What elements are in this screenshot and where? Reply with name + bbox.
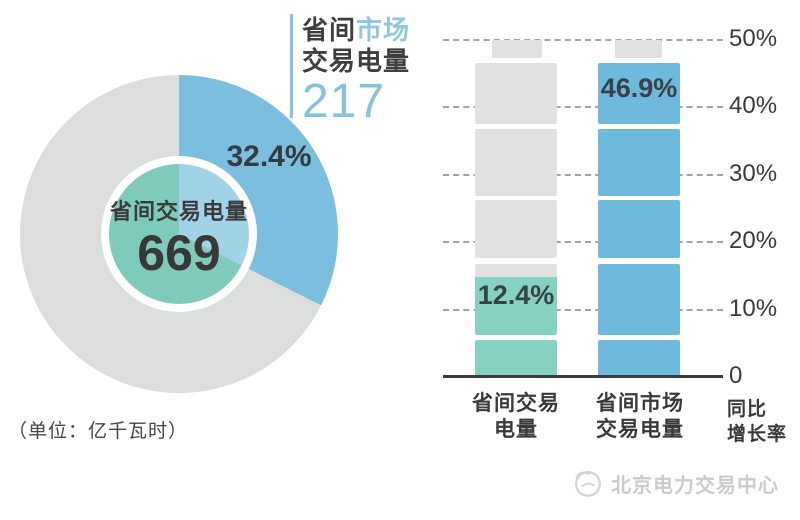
- bar-segment-province: [475, 129, 557, 196]
- category-label-right-line2: 交易电量: [596, 418, 684, 441]
- donut-inner-disc: 省间交易电量 669: [109, 164, 249, 304]
- y-tick-label: 40%: [729, 92, 778, 120]
- bar-value-label-left: 12.4%: [477, 280, 555, 310]
- category-label-left-line1: 省间交易: [472, 392, 560, 415]
- watermark: 北京电力交易中心: [570, 466, 779, 500]
- gridline: [443, 39, 723, 41]
- bar-value-label-right: 46.9%: [600, 73, 678, 103]
- y-tick-label: 20%: [729, 227, 778, 255]
- gridline: [443, 241, 723, 244]
- growth-rate-axis-label-line1: 同比: [727, 399, 768, 420]
- callout-line: [290, 14, 293, 118]
- y-tick-label: 50%: [729, 24, 778, 52]
- gridline: [443, 106, 723, 109]
- gridline: [443, 173, 723, 176]
- callout-title-prefix: 省间: [302, 15, 357, 45]
- donut-chart: 省间交易电量 669: [20, 75, 338, 393]
- bar-segment-market: [598, 340, 680, 377]
- y-tick-label: 0: [729, 361, 743, 389]
- donut-center-value: 669: [137, 225, 221, 281]
- y-tick-label: 30%: [729, 159, 778, 187]
- y-tick-label: 10%: [729, 294, 778, 322]
- category-label-right: 省间市场 交易电量: [570, 391, 710, 443]
- category-label-right-line1: 省间市场: [596, 392, 684, 415]
- bar-cap-province: [492, 40, 542, 58]
- donut-share-label: 32.4%: [226, 140, 312, 173]
- bar-segment-province: [475, 63, 557, 124]
- growth-rate-axis-label: 同比 增长率: [727, 397, 787, 447]
- growth-rate-axis-label-line2: 增长率: [727, 424, 788, 445]
- bar-segment-market: [598, 63, 680, 124]
- category-label-left-line2: 电量: [494, 418, 538, 441]
- bar-cap-market: [615, 40, 662, 58]
- bjpx-logo-icon: [575, 471, 601, 497]
- bar-segment-market: [598, 200, 680, 258]
- unit-note: （单位：亿千瓦时）: [8, 421, 189, 442]
- bar-segment-market: [598, 129, 680, 196]
- category-label-left: 省间交易 电量: [446, 391, 586, 443]
- watermark-text: 北京电力交易中心: [611, 474, 779, 497]
- callout-label: 省间市场 交易电量 217: [302, 15, 410, 127]
- gridline: [443, 308, 723, 311]
- callout-title-line1: 省间市场: [302, 15, 410, 46]
- x-axis-line: [443, 375, 723, 378]
- callout-title-highlight: 市场: [356, 15, 411, 45]
- callout-value: 217: [302, 75, 386, 128]
- donut-center-label: 省间交易电量: [109, 199, 248, 224]
- bar-segment-province: [475, 200, 557, 258]
- bar-segment-province: [475, 340, 557, 377]
- bar-segment-province: [475, 264, 557, 335]
- callout-title-line2: 交易电量: [302, 46, 411, 76]
- bar-segment-market: [598, 264, 680, 335]
